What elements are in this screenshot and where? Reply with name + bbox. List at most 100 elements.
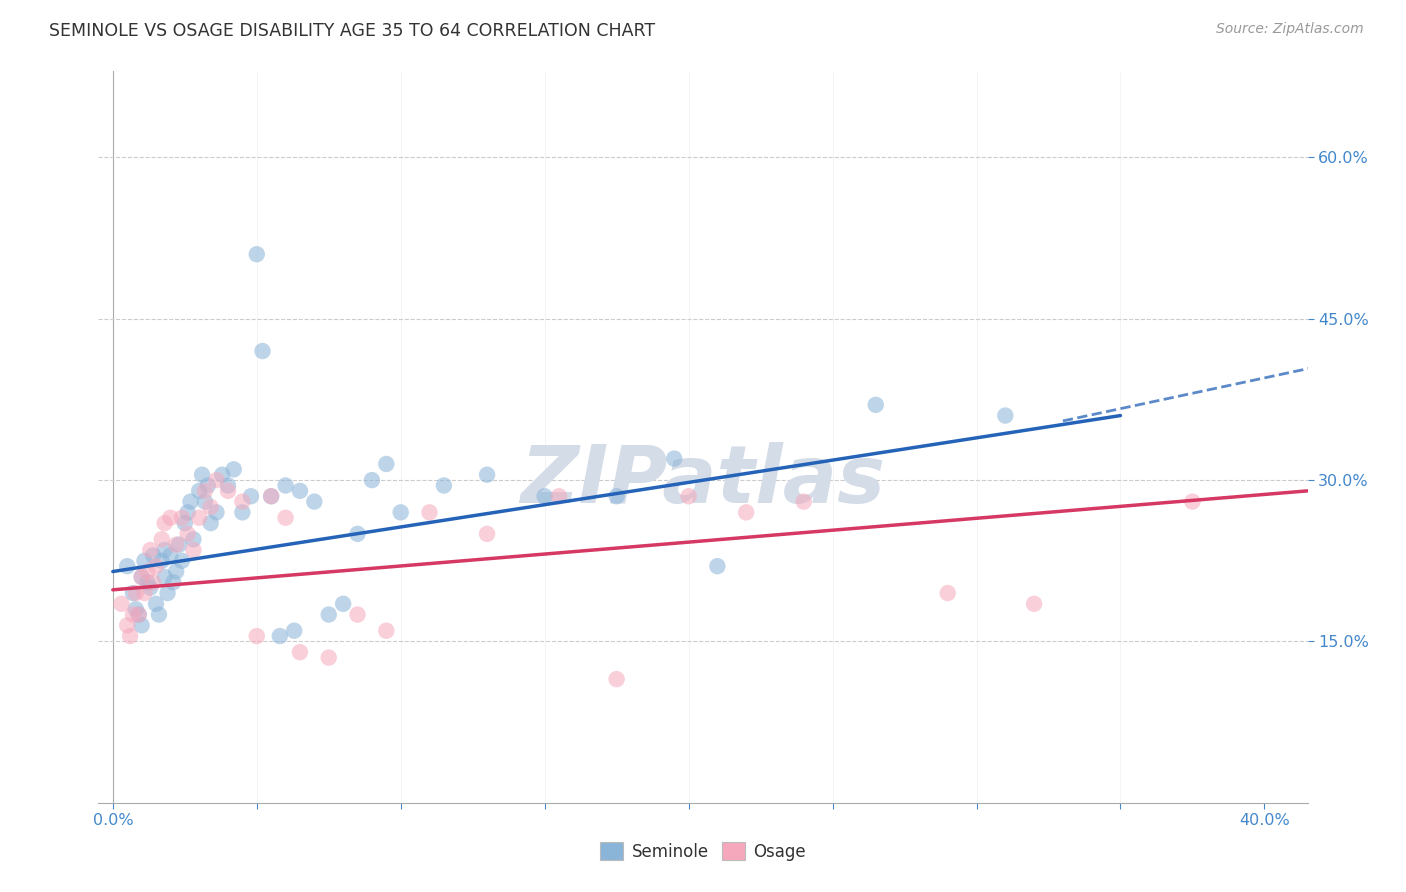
Point <box>793 494 815 508</box>
Point <box>318 650 340 665</box>
Point <box>936 586 959 600</box>
Point <box>183 543 205 558</box>
Point <box>475 467 498 482</box>
Point <box>188 483 211 498</box>
Point <box>134 586 156 600</box>
Point <box>231 494 253 508</box>
Point <box>706 559 728 574</box>
Point <box>664 451 686 466</box>
Point <box>145 597 167 611</box>
Point <box>162 575 184 590</box>
Point <box>246 629 269 643</box>
Point <box>176 505 198 519</box>
Point <box>139 543 162 558</box>
Point <box>274 478 297 492</box>
Point <box>533 489 555 503</box>
Point <box>288 483 311 498</box>
Point <box>194 494 217 508</box>
Point <box>153 516 176 530</box>
Point <box>231 505 253 519</box>
Point <box>122 607 145 622</box>
Point <box>865 398 887 412</box>
Point <box>288 645 311 659</box>
Text: SEMINOLE VS OSAGE DISABILITY AGE 35 TO 64 CORRELATION CHART: SEMINOLE VS OSAGE DISABILITY AGE 35 TO 6… <box>49 22 655 40</box>
Point <box>260 489 283 503</box>
Point <box>134 554 156 568</box>
Point <box>115 618 138 632</box>
Point <box>110 597 132 611</box>
Point <box>159 549 181 563</box>
Point <box>200 500 222 514</box>
Point <box>170 554 193 568</box>
Point <box>125 586 148 600</box>
Point <box>269 629 291 643</box>
Point <box>274 510 297 524</box>
Point <box>994 409 1017 423</box>
Point <box>418 505 440 519</box>
Point <box>283 624 305 638</box>
Point <box>173 516 195 530</box>
Point <box>131 570 153 584</box>
Point <box>246 247 269 261</box>
Point <box>150 533 173 547</box>
Point <box>361 473 384 487</box>
Point <box>131 570 153 584</box>
Point <box>191 467 214 482</box>
Point <box>136 565 159 579</box>
Point <box>165 538 187 552</box>
Point <box>735 505 758 519</box>
Point <box>318 607 340 622</box>
Point <box>475 527 498 541</box>
Point <box>205 473 228 487</box>
Point <box>211 467 233 482</box>
Point <box>252 344 274 359</box>
Point <box>200 516 222 530</box>
Point <box>197 478 219 492</box>
Point <box>606 672 628 686</box>
Point <box>260 489 283 503</box>
Point <box>131 618 153 632</box>
Point <box>433 478 456 492</box>
Point <box>205 505 228 519</box>
Point <box>153 570 176 584</box>
Point <box>217 478 239 492</box>
Point <box>115 559 138 574</box>
Point <box>222 462 245 476</box>
Point <box>346 527 368 541</box>
Point <box>217 483 239 498</box>
Point <box>142 549 165 563</box>
Point <box>170 510 193 524</box>
Legend: Seminole, Osage: Seminole, Osage <box>593 836 813 868</box>
Point <box>156 586 179 600</box>
Point <box>606 489 628 503</box>
Point <box>159 510 181 524</box>
Point <box>167 538 190 552</box>
Point <box>139 581 162 595</box>
Point <box>304 494 326 508</box>
Point <box>1022 597 1045 611</box>
Point <box>136 575 159 590</box>
Point <box>120 629 142 643</box>
Point <box>122 586 145 600</box>
Point <box>125 602 148 616</box>
Point <box>188 510 211 524</box>
Point <box>240 489 263 503</box>
Point <box>548 489 571 503</box>
Point <box>183 533 205 547</box>
Point <box>128 607 150 622</box>
Text: ZIPatlas: ZIPatlas <box>520 442 886 520</box>
Point <box>165 565 187 579</box>
Point <box>145 559 167 574</box>
Point <box>142 575 165 590</box>
Point <box>153 543 176 558</box>
Text: Source: ZipAtlas.com: Source: ZipAtlas.com <box>1216 22 1364 37</box>
Point <box>194 483 217 498</box>
Point <box>176 527 198 541</box>
Point <box>346 607 368 622</box>
Point <box>678 489 700 503</box>
Point <box>375 624 398 638</box>
Point <box>375 457 398 471</box>
Point <box>128 607 150 622</box>
Point <box>389 505 412 519</box>
Point <box>150 554 173 568</box>
